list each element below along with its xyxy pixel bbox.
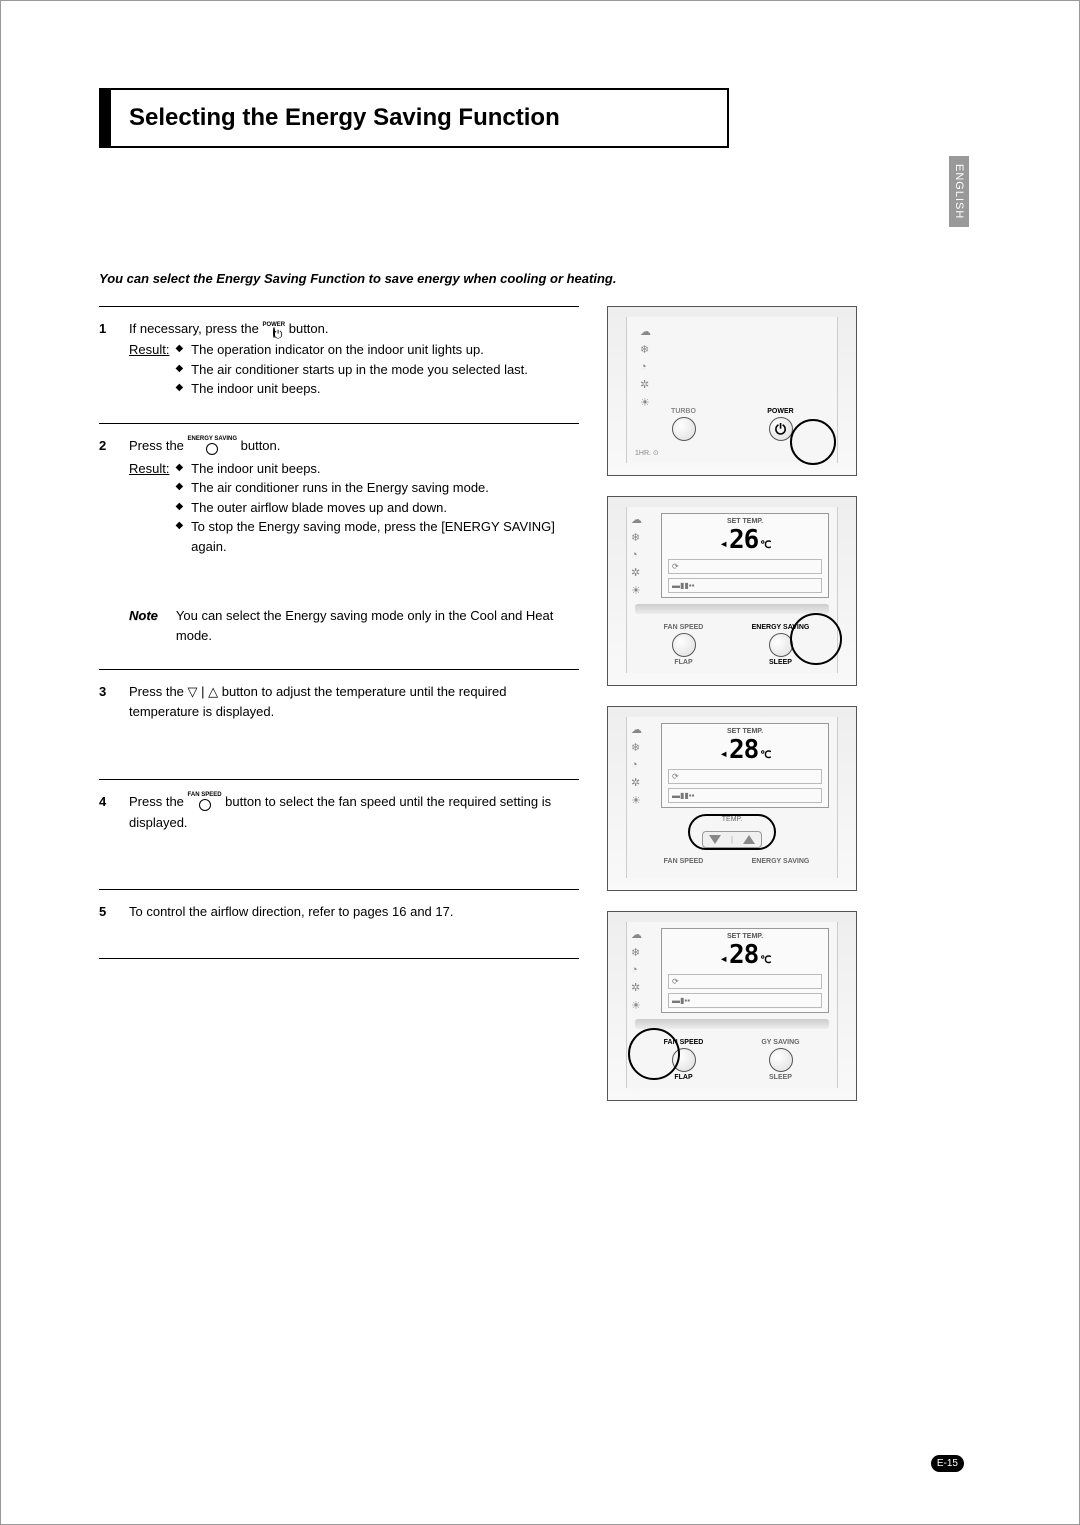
result-bullets: The indoor unit beeps. The air condition… bbox=[175, 459, 579, 557]
energy-saving-icon: ENERGY SAVING bbox=[188, 436, 237, 457]
display-sub: ⟳ bbox=[668, 559, 822, 574]
temp-buttons: TEMP. bbox=[635, 816, 829, 823]
step-2: 2 Press the ENERGY SAVING button. Result… bbox=[99, 423, 579, 670]
step-text-pre: Press the bbox=[129, 438, 188, 453]
mode-icons: ☁❄◔✲☀ bbox=[631, 928, 642, 1012]
temp-down-icon bbox=[709, 835, 721, 844]
temp-readout: ◂26℃ bbox=[668, 525, 822, 555]
mode-icons: ☁ ❄ ◔ ✲ ☀ bbox=[640, 325, 651, 409]
note-text: You can select the Energy saving mode on… bbox=[176, 606, 579, 645]
flap-indicator bbox=[635, 1019, 829, 1029]
bullet: The indoor unit beeps. bbox=[175, 459, 579, 479]
bullet: The outer airflow blade moves up and dow… bbox=[175, 498, 579, 518]
display-sub: ⟳ bbox=[668, 974, 822, 989]
content-row: 1 If necessary, press the POWER button. … bbox=[99, 306, 964, 1101]
result-block: Result: The operation indicator on the i… bbox=[129, 340, 579, 399]
result-block: Result: The indoor unit beeps. The air c… bbox=[129, 459, 579, 557]
remote-column: ☁ ❄ ◔ ✲ ☀ TURBO POWER ⏻ bbox=[607, 306, 857, 1101]
remote-diagram-2: ☁❄◔✲☀ SET TEMP. ◂26℃ ⟳ ▬▮▮▪▪ FAN SPEED bbox=[607, 496, 857, 686]
bullet: The operation indicator on the indoor un… bbox=[175, 340, 579, 360]
mode-icons: ☁❄◔✲☀ bbox=[631, 513, 642, 597]
display-sub: ⟳ bbox=[668, 769, 822, 784]
timer-label: 1HR. ⊙ bbox=[635, 449, 829, 457]
energy-saving-button: GY SAVING SLEEP bbox=[732, 1039, 829, 1081]
result-bullets: The operation indicator on the indoor un… bbox=[175, 340, 579, 399]
step-text-post: button. bbox=[289, 321, 329, 336]
step-1: 1 If necessary, press the POWER button. … bbox=[99, 306, 579, 423]
mode-icons: ☁❄◔✲☀ bbox=[631, 723, 642, 807]
auto-icon: ☁ bbox=[640, 325, 651, 338]
temp-pad: | bbox=[635, 831, 829, 848]
fan-speed-label: FAN SPEED bbox=[635, 858, 732, 865]
step-text-pre: Press the bbox=[129, 794, 188, 809]
turbo-button: TURBO bbox=[635, 408, 732, 443]
step-number: 5 bbox=[99, 902, 115, 934]
button-row: FAN SPEED FLAP GY SAVING SLEEP bbox=[635, 1039, 829, 1081]
display-sub: ▬▮▮▪▪ bbox=[668, 578, 822, 593]
step-body: If necessary, press the POWER button. Re… bbox=[129, 319, 579, 399]
temp-readout: ◂28℃ bbox=[668, 735, 822, 765]
dry-icon: ◔ bbox=[640, 361, 651, 373]
fan-icon: ✲ bbox=[640, 378, 651, 391]
steps-column: 1 If necessary, press the POWER button. … bbox=[99, 306, 579, 1101]
step-body: Press the ▽ | △ button to adjust the tem… bbox=[129, 682, 579, 755]
language-tab: ENGLISH bbox=[949, 156, 969, 227]
lcd-display: SET TEMP. ◂28℃ ⟳ ▬▮▮▪▪ bbox=[661, 723, 829, 808]
step-text-pre: If necessary, press the bbox=[129, 321, 262, 336]
step-text: Press the ▽ | △ button to adjust the tem… bbox=[129, 684, 506, 719]
display-sub: ▬▮▮▪▪ bbox=[668, 788, 822, 803]
bullet: The indoor unit beeps. bbox=[175, 379, 579, 399]
button-row: TURBO POWER ⏻ bbox=[635, 408, 829, 443]
temp-readout: ◂28℃ bbox=[668, 940, 822, 970]
display-sub: ▬▮▪▪ bbox=[668, 993, 822, 1008]
button-row: FAN SPEED ENERGY SAVING bbox=[635, 858, 829, 865]
power-icon: POWER bbox=[262, 322, 285, 337]
title-bar: Selecting the Energy Saving Function bbox=[99, 88, 729, 148]
step-body: Press the FAN SPEED button to select the… bbox=[129, 792, 579, 865]
fan-speed-button: FAN SPEED FLAP bbox=[635, 624, 732, 666]
bullet: To stop the Energy saving mode, press th… bbox=[175, 517, 579, 556]
lcd-display: SET TEMP. ◂26℃ ⟳ ▬▮▮▪▪ bbox=[661, 513, 829, 598]
lcd-display: SET TEMP. ◂28℃ ⟳ ▬▮▪▪ bbox=[661, 928, 829, 1013]
page-title: Selecting the Energy Saving Function bbox=[129, 104, 709, 132]
intro-text: You can select the Energy Saving Functio… bbox=[99, 270, 619, 288]
remote-diagram-4: ☁❄◔✲☀ SET TEMP. ◂28℃ ⟳ ▬▮▪▪ FAN SPEED bbox=[607, 911, 857, 1101]
page-number: E-15 bbox=[931, 1455, 964, 1472]
button-row: FAN SPEED FLAP ENERGY SAVING SLEEP bbox=[635, 624, 829, 666]
step-body: Press the ENERGY SAVING button. Result: … bbox=[129, 436, 579, 646]
power-button: POWER ⏻ bbox=[732, 408, 829, 443]
step-number: 2 bbox=[99, 436, 115, 646]
result-label: Result: bbox=[129, 340, 169, 399]
step-4: 4 Press the FAN SPEED button to select t… bbox=[99, 779, 579, 889]
energy-saving-label: ENERGY SAVING bbox=[732, 858, 829, 865]
manual-page: Selecting the Energy Saving Function ENG… bbox=[0, 0, 1080, 1525]
flap-indicator bbox=[635, 604, 829, 614]
step-number: 1 bbox=[99, 319, 115, 399]
temp-up-icon bbox=[743, 835, 755, 844]
note-label: Note bbox=[129, 606, 158, 645]
step-body: To control the airflow direction, refer … bbox=[129, 902, 579, 934]
remote-diagram-3: ☁❄◔✲☀ SET TEMP. ◂28℃ ⟳ ▬▮▮▪▪ TEMP. bbox=[607, 706, 857, 891]
remote-diagram-1: ☁ ❄ ◔ ✲ ☀ TURBO POWER ⏻ bbox=[607, 306, 857, 476]
step-number: 3 bbox=[99, 682, 115, 755]
step-5: 5 To control the airflow direction, refe… bbox=[99, 889, 579, 959]
energy-saving-button: ENERGY SAVING SLEEP bbox=[732, 624, 829, 666]
result-label: Result: bbox=[129, 459, 169, 557]
step-number: 4 bbox=[99, 792, 115, 865]
step-text: To control the airflow direction, refer … bbox=[129, 904, 453, 919]
fan-speed-icon: FAN SPEED bbox=[188, 792, 222, 813]
cool-icon: ❄ bbox=[640, 343, 651, 356]
step-text-post: button. bbox=[241, 438, 281, 453]
step-3: 3 Press the ▽ | △ button to adjust the t… bbox=[99, 669, 579, 779]
note-block: Note You can select the Energy saving mo… bbox=[129, 606, 579, 645]
fan-speed-button: FAN SPEED FLAP bbox=[635, 1039, 732, 1081]
bullet: The air conditioner runs in the Energy s… bbox=[175, 478, 579, 498]
heat-icon: ☀ bbox=[640, 396, 651, 409]
bullet: The air conditioner starts up in the mod… bbox=[175, 360, 579, 380]
